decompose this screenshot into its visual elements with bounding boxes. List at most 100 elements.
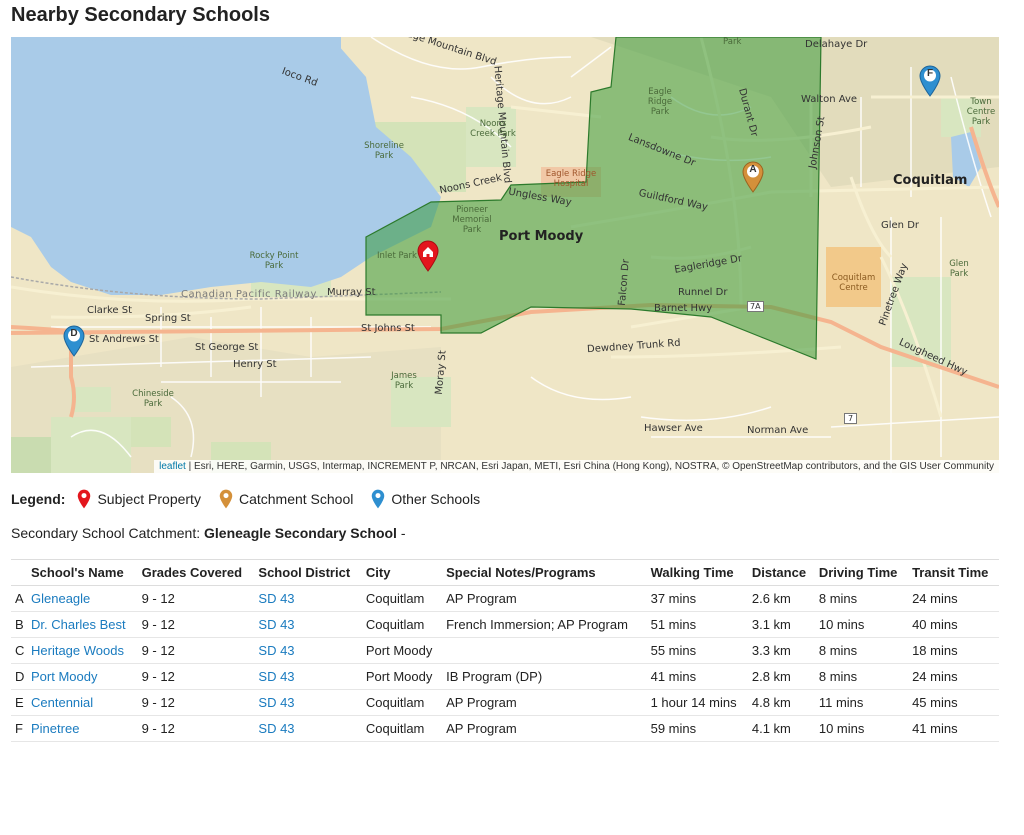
school-link[interactable]: Heritage Woods [31,643,124,658]
subject-property-marker[interactable] [417,240,439,272]
school-name-cell: Port Moody [27,663,138,690]
map-label: St Andrews St [89,334,159,345]
map-label: Glen Park [949,259,969,279]
district-link[interactable]: SD 43 [258,669,295,684]
notes-cell: AP Program [442,585,647,612]
transit-time-cell: 41 mins [908,715,999,742]
map-label: Coquitlam Centre [831,273,876,293]
highway-shield: 7A [747,301,764,312]
map[interactable]: Heritage Mountain Blvd Ioco Rd Heritage … [11,37,999,473]
other-school-marker-f[interactable]: F [919,65,941,97]
district-link[interactable]: SD 43 [258,643,295,658]
district-link[interactable]: SD 43 [258,591,295,606]
city-cell: Coquitlam [361,715,443,742]
column-header: Special Notes/Programs [442,559,647,586]
map-label: Norman Ave [747,425,809,436]
map-pin-icon [78,489,91,509]
school-link[interactable]: Centennial [31,695,94,710]
walking-time-cell: 51 mins [646,611,748,638]
legend-other-schools: Other Schools [371,489,480,509]
district-link[interactable]: SD 43 [258,617,295,632]
school-link[interactable]: Dr. Charles Best [31,617,126,632]
grades-cell: 9 - 12 [137,585,255,612]
city-cell: Coquitlam [361,611,443,638]
distance-cell: 3.1 km [747,611,815,638]
transit-time-cell: 18 mins [908,637,999,664]
map-pin-icon [63,325,85,357]
district-link[interactable]: SD 43 [258,721,295,736]
map-label: Spring St [145,313,191,324]
school-link[interactable]: Port Moody [31,669,98,684]
catchment-school-name: Gleneagle Secondary School [204,525,397,541]
marker-letter: D [70,328,78,339]
legend-catchment-school: Catchment School [219,489,353,509]
driving-time-cell: 8 mins [814,637,909,664]
driving-time-cell: 8 mins [814,585,909,612]
school-name-cell: Gleneagle [27,585,138,612]
schools-table: School's Name Grades Covered School Dist… [11,559,999,742]
legend-label: Subject Property [97,491,201,507]
map-pin-icon [372,489,385,509]
row-letter: A [11,585,27,612]
map-base [11,37,999,473]
map-label: Coquitlam [893,173,968,188]
house-icon [417,240,439,272]
school-link[interactable]: Gleneagle [31,591,91,606]
notes-cell [442,637,647,664]
map-label: Port Moody [499,229,584,244]
leaflet-link[interactable]: leaflet [159,461,186,472]
map-label: Inlet Park [377,251,417,261]
legend-label: Other Schools [391,491,481,507]
driving-time-cell: 11 mins [814,689,909,716]
driving-time-cell: 10 mins [814,715,909,742]
row-letter: F [11,715,27,742]
distance-cell: 3.3 km [747,637,815,664]
school-name-cell: Pinetree [27,715,138,742]
district-link[interactable]: SD 43 [258,695,295,710]
row-letter: E [11,689,27,716]
row-letter: B [11,611,27,638]
column-header: Driving Time [814,559,909,586]
school-name-cell: Dr. Charles Best [27,611,138,638]
notes-cell: AP Program [442,689,647,716]
map-label: Town Centre Park [966,97,996,127]
notes-cell: French Immersion; AP Program [442,611,647,638]
legend: Legend: Subject Property Catchment Schoo… [11,489,498,509]
map-label: St George St [195,342,259,353]
walking-time-cell: 41 mins [646,663,748,690]
map-pin-icon [742,161,764,193]
grades-cell: 9 - 12 [137,637,255,664]
city-cell: Port Moody [361,637,443,664]
walking-time-cell: 1 hour 14 mins [646,689,748,716]
distance-cell: 2.8 km [747,663,815,690]
distance-cell: 2.6 km [747,585,815,612]
school-name-cell: Centennial [27,689,138,716]
map-label: Noons Creek Park [470,119,516,139]
grades-cell: 9 - 12 [137,715,255,742]
table-row: A Gleneagle 9 - 12 SD 43 Coquitlam AP Pr… [11,585,999,612]
school-name-cell: Heritage Woods [27,637,138,664]
city-cell: Coquitlam [361,689,443,716]
map-label: Eagle Ridge Park [647,87,673,117]
walking-time-cell: 59 mins [646,715,748,742]
driving-time-cell: 8 mins [814,663,909,690]
table-row: F Pinetree 9 - 12 SD 43 Coquitlam AP Pro… [11,715,999,742]
catchment-school-marker-a[interactable]: A [742,161,764,193]
other-school-marker-d[interactable]: D [63,325,85,357]
row-letter: D [11,663,27,690]
school-link[interactable]: Pinetree [31,721,80,736]
catchment-info: Secondary School Catchment: Gleneagle Se… [11,525,406,541]
transit-time-cell: 24 mins [908,663,999,690]
legend-title: Legend: [11,491,66,507]
marker-letter: F [926,68,934,79]
column-header: City [361,559,443,586]
map-attribution: leaflet | Esri, HERE, Garmin, USGS, Inte… [154,460,999,473]
transit-time-cell: 40 mins [908,611,999,638]
map-pin-icon [919,65,941,97]
map-label: Delahaye Dr [805,39,868,50]
transit-time-cell: 24 mins [908,585,999,612]
column-header: School's Name [27,559,138,586]
map-label: Chineside Park [132,389,174,409]
walking-time-cell: 55 mins [646,637,748,664]
district-cell: SD 43 [254,689,362,716]
